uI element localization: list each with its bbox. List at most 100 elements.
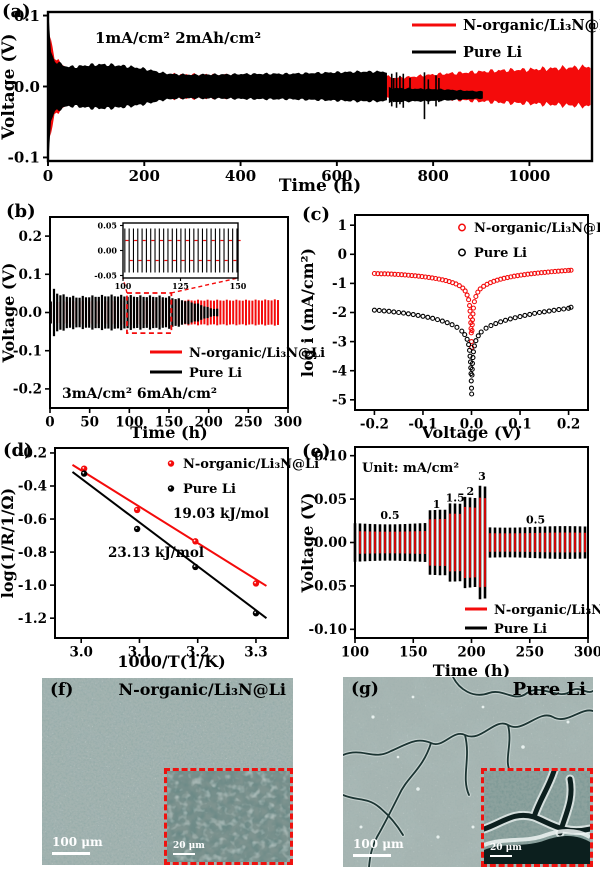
svg-text:Unit: mA/cm²: Unit: mA/cm² bbox=[362, 461, 459, 476]
svg-text:Pure Li: Pure Li bbox=[183, 482, 236, 497]
svg-text:3.2: 3.2 bbox=[186, 645, 210, 661]
sem-f-title: N-organic/Li₃N@Li bbox=[118, 680, 286, 699]
sem-f-scale-label: 100 μm bbox=[52, 835, 103, 850]
svg-text:Voltage (V): Voltage (V) bbox=[298, 493, 317, 594]
svg-text:200: 200 bbox=[195, 415, 223, 431]
legend: N-organic/Li₃N@Li Pure Li bbox=[465, 603, 600, 637]
svg-text:100: 100 bbox=[341, 645, 369, 661]
svg-text:300: 300 bbox=[574, 645, 600, 661]
svg-text:Time (h): Time (h) bbox=[433, 661, 510, 680]
svg-text:300: 300 bbox=[274, 415, 302, 431]
sem-f-inset-web bbox=[167, 771, 290, 862]
svg-text:0.2: 0.2 bbox=[557, 417, 581, 433]
svg-text:-0.2: -0.2 bbox=[18, 446, 47, 462]
svg-text:19.03 kJ/mol: 19.03 kJ/mol bbox=[173, 506, 269, 522]
svg-text:150: 150 bbox=[399, 645, 427, 661]
sem-f-inset-scale-line bbox=[173, 853, 195, 855]
svg-text:Pure Li: Pure Li bbox=[463, 44, 523, 61]
svg-text:400: 400 bbox=[225, 167, 256, 185]
svg-text:Voltage (V): Voltage (V) bbox=[0, 33, 19, 140]
panel-b-chart: 100 125 150 0.05 0.00 -0.05 0 50 100 150 200 250 300… bbox=[0, 201, 325, 442]
svg-text:log i (mA/cm²): log i (mA/cm²) bbox=[298, 248, 317, 377]
svg-text:1.5: 1.5 bbox=[446, 492, 465, 505]
svg-text:Time (h): Time (h) bbox=[130, 423, 207, 442]
svg-text:Voltage (V): Voltage (V) bbox=[421, 423, 522, 442]
inset-chart: 100 125 150 0.05 0.00 -0.05 bbox=[94, 220, 247, 291]
svg-text:0: 0 bbox=[45, 415, 54, 431]
axes: -0.2 -0.1 0.0 0.1 0.2 1 0 -1 -2 -3 -4 -5 Voltage (V)… bbox=[298, 214, 589, 442]
svg-text:150: 150 bbox=[155, 415, 183, 431]
svg-text:150: 150 bbox=[230, 281, 247, 291]
sem-g-inset-scale-label: 20 μm bbox=[490, 842, 522, 853]
svg-text:-0.2: -0.2 bbox=[13, 382, 42, 398]
svg-text:1mA/cm² 2mAh/cm²: 1mA/cm² 2mAh/cm² bbox=[95, 29, 261, 47]
svg-text:N-organic/Li₃N@Li: N-organic/Li₃N@Li bbox=[474, 221, 600, 236]
svg-text:1: 1 bbox=[433, 498, 441, 511]
sem-g-scale-line bbox=[353, 854, 391, 857]
svg-text:Pure Li: Pure Li bbox=[189, 366, 242, 381]
svg-text:(c): (c) bbox=[302, 204, 330, 225]
svg-text:200: 200 bbox=[457, 645, 485, 661]
svg-text:-0.2: -0.2 bbox=[360, 417, 389, 433]
svg-text:1000: 1000 bbox=[509, 167, 551, 185]
svg-text:N-organic/Li₃N@Li: N-organic/Li₃N@Li bbox=[494, 603, 600, 618]
sem-g-inset: 20 μm bbox=[481, 768, 593, 867]
svg-text:250: 250 bbox=[234, 415, 262, 431]
svg-text:0.0: 0.0 bbox=[19, 305, 43, 321]
panel-c-chart: -0.2 -0.1 0.0 0.1 0.2 1 0 -1 -2 -3 -4 -5 Voltage (V)… bbox=[298, 204, 600, 442]
svg-text:-0.6: -0.6 bbox=[18, 512, 47, 528]
svg-text:125: 125 bbox=[172, 281, 189, 291]
svg-text:100: 100 bbox=[115, 281, 132, 291]
sem-f-inset: 20 μm bbox=[164, 768, 293, 865]
svg-text:100: 100 bbox=[115, 415, 143, 431]
panel-a-chart: 0 200 400 600 800 1000 0.1 0.0 -0.1 Time (h) Volta… bbox=[0, 1, 600, 196]
svg-text:0.1: 0.1 bbox=[19, 267, 43, 283]
sem-g-inset-scalebar: 20 μm bbox=[490, 842, 522, 857]
svg-text:3.0: 3.0 bbox=[69, 645, 93, 661]
sem-g-scalebar: 100 μm bbox=[353, 838, 404, 857]
svg-text:0.5: 0.5 bbox=[380, 509, 399, 522]
svg-text:2: 2 bbox=[467, 485, 475, 498]
inset-crack-ridge bbox=[484, 828, 590, 847]
svg-text:N-organic/Li₃N@Li: N-organic/Li₃N@Li bbox=[189, 346, 325, 361]
svg-text:Pure Li: Pure Li bbox=[494, 622, 547, 637]
svg-text:Pure Li: Pure Li bbox=[474, 246, 527, 261]
svg-text:0.1: 0.1 bbox=[14, 7, 40, 25]
series-layer bbox=[353, 485, 587, 600]
svg-text:23.13 kJ/mol: 23.13 kJ/mol bbox=[108, 545, 204, 561]
svg-text:Time (h): Time (h) bbox=[279, 176, 361, 196]
svg-text:0: 0 bbox=[43, 167, 53, 185]
axes: 0 200 400 600 800 1000 0.1 0.0 -0.1 Time (h) Volta… bbox=[0, 7, 594, 196]
svg-text:-4: -4 bbox=[332, 363, 347, 379]
svg-text:Voltage (V): Voltage (V) bbox=[0, 263, 18, 364]
svg-text:-0.8: -0.8 bbox=[18, 545, 47, 561]
svg-text:-0.10: -0.10 bbox=[309, 622, 347, 638]
sem-g-inset-scale-line bbox=[490, 855, 512, 857]
svg-text:-5: -5 bbox=[332, 393, 347, 409]
svg-text:0.0: 0.0 bbox=[460, 417, 484, 433]
svg-text:-1.0: -1.0 bbox=[18, 578, 47, 594]
svg-text:3mA/cm² 6mAh/cm²: 3mA/cm² 6mAh/cm² bbox=[62, 386, 217, 402]
axes: 100 150 200 250 300 0.10 0.05 0.00 -0.05 -0.10 Tim… bbox=[298, 446, 600, 680]
panel-e-chart: 100 150 200 250 300 0.10 0.05 0.00 -0.05 -0.10 Tim… bbox=[298, 441, 600, 680]
svg-text:log(1/R/1/Ω): log(1/R/1/Ω) bbox=[0, 488, 17, 598]
svg-text:(e): (e) bbox=[302, 441, 331, 462]
svg-text:-0.1: -0.1 bbox=[8, 149, 40, 167]
svg-text:250: 250 bbox=[516, 645, 544, 661]
svg-text:0.0: 0.0 bbox=[14, 78, 40, 96]
svg-text:N-organic/Li₃N@Li: N-organic/Li₃N@Li bbox=[463, 17, 600, 34]
svg-text:600: 600 bbox=[321, 167, 352, 185]
svg-text:50: 50 bbox=[80, 415, 99, 431]
svg-text:(d): (d) bbox=[3, 440, 33, 461]
svg-text:-0.05: -0.05 bbox=[309, 579, 347, 595]
svg-text:0.00: 0.00 bbox=[98, 245, 118, 255]
svg-text:1: 1 bbox=[338, 218, 347, 234]
panel-f-letter: (f) bbox=[50, 680, 74, 700]
svg-text:N-organic/Li₃N@Li: N-organic/Li₃N@Li bbox=[183, 457, 319, 472]
sem-panel-g: (g) Pure Li 100 μm 20 μ bbox=[343, 677, 593, 867]
svg-text:1000/T(1/K): 1000/T(1/K) bbox=[117, 652, 225, 671]
svg-text:-0.4: -0.4 bbox=[18, 479, 47, 495]
svg-text:3: 3 bbox=[478, 470, 486, 483]
